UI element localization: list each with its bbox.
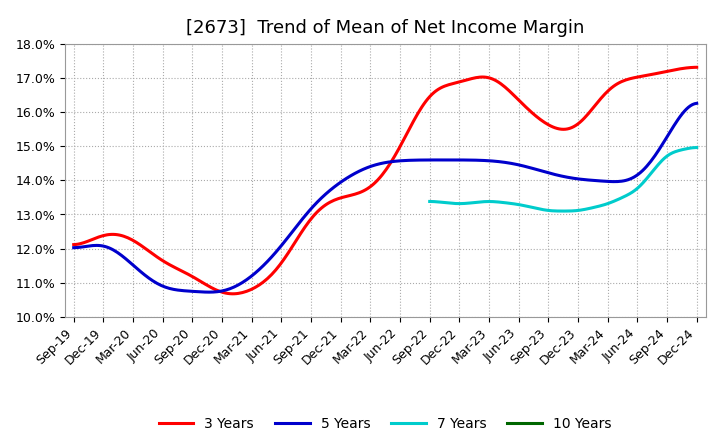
5 Years [693, 101, 701, 106]
7 Years [590, 205, 598, 210]
5 Years [636, 170, 645, 175]
3 Years [442, 83, 451, 88]
Legend: 3 Years, 5 Years, 7 Years, 10 Years: 3 Years, 5 Years, 7 Years, 10 Years [153, 411, 617, 436]
3 Years [71, 242, 80, 247]
5 Years [69, 245, 78, 250]
7 Years [559, 209, 567, 214]
5 Years [597, 178, 606, 183]
7 Years [426, 199, 435, 204]
3 Years [69, 242, 78, 247]
7 Years [585, 206, 593, 211]
3 Years [440, 84, 449, 89]
Line: 7 Years: 7 Years [430, 147, 697, 211]
Line: 3 Years: 3 Years [73, 67, 697, 294]
Title: [2673]  Trend of Mean of Net Income Margin: [2673] Trend of Mean of Net Income Margi… [186, 19, 585, 37]
5 Years [71, 245, 80, 250]
7 Years [652, 165, 660, 170]
3 Years [693, 65, 701, 70]
5 Years [440, 158, 449, 163]
Line: 5 Years: 5 Years [73, 103, 697, 292]
7 Years [693, 145, 701, 150]
7 Years [426, 199, 434, 204]
3 Years [636, 74, 645, 79]
3 Years [453, 80, 462, 85]
7 Years [668, 150, 677, 155]
5 Years [204, 290, 213, 295]
5 Years [453, 158, 462, 163]
3 Years [597, 96, 606, 101]
7 Years [585, 206, 594, 211]
5 Years [442, 158, 451, 163]
3 Years [228, 291, 236, 297]
